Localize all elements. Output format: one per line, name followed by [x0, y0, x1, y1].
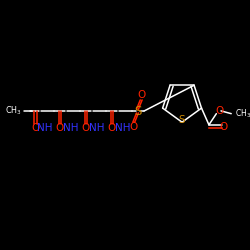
Text: O: O: [220, 122, 228, 132]
Text: O: O: [56, 123, 64, 133]
Text: S: S: [179, 115, 185, 125]
Text: O: O: [32, 123, 40, 133]
Text: NH: NH: [63, 123, 78, 133]
Text: NH: NH: [89, 123, 104, 133]
Text: NH: NH: [37, 123, 52, 133]
Text: CH$_3$: CH$_3$: [235, 108, 250, 120]
Text: NH: NH: [115, 123, 130, 133]
Text: O: O: [130, 122, 138, 132]
Text: CH$_3$: CH$_3$: [4, 105, 21, 117]
Text: O: O: [137, 90, 145, 100]
Text: O: O: [108, 123, 116, 133]
Text: S: S: [134, 104, 141, 118]
Text: O: O: [215, 106, 223, 116]
Text: O: O: [82, 123, 90, 133]
